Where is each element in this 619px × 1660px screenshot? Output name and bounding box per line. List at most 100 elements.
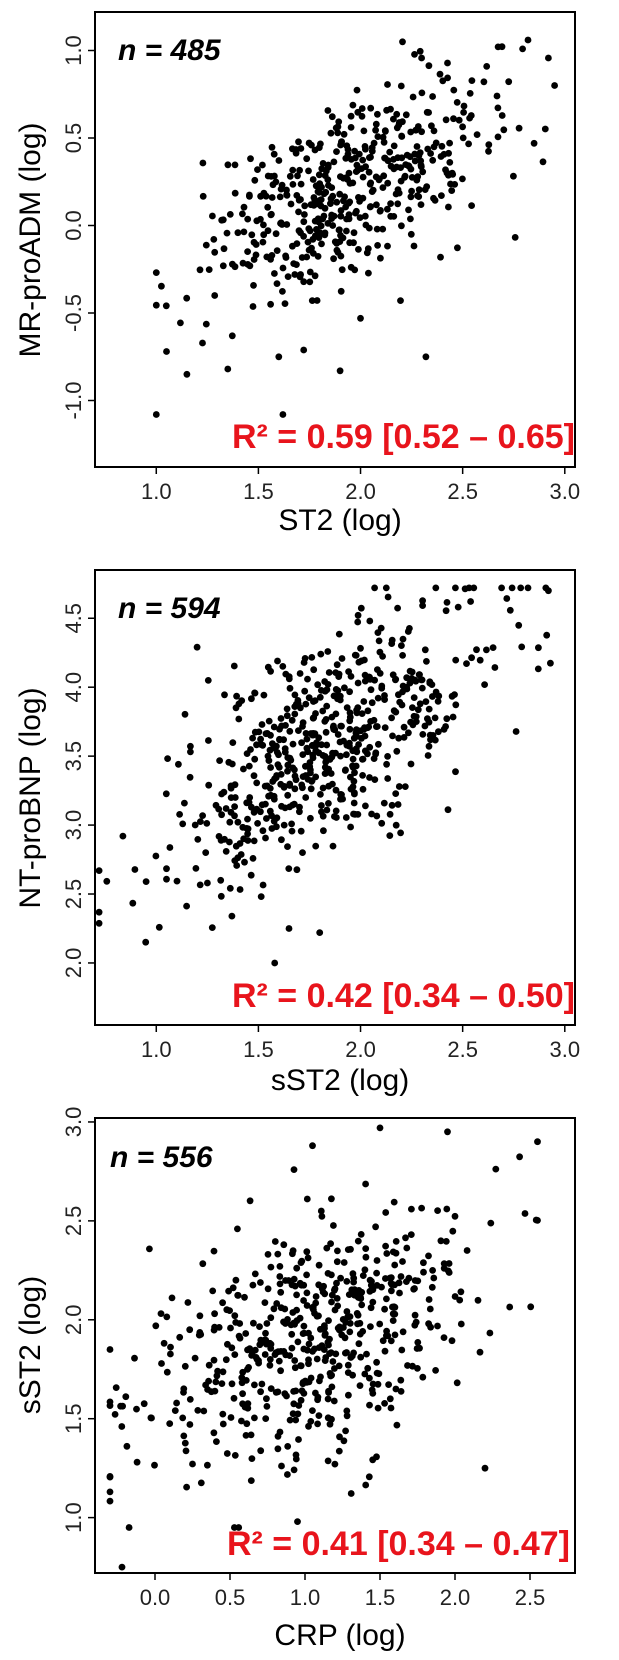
data-point bbox=[412, 126, 420, 134]
data-point bbox=[330, 1222, 337, 1229]
data-point bbox=[276, 1273, 284, 1280]
data-point bbox=[432, 1367, 439, 1374]
data-point bbox=[301, 687, 309, 695]
data-point bbox=[420, 1268, 427, 1276]
data-point bbox=[366, 1276, 374, 1284]
data-point bbox=[163, 1368, 171, 1376]
data-point bbox=[403, 151, 411, 159]
data-point bbox=[369, 1390, 377, 1397]
data-point bbox=[354, 618, 362, 626]
data-point bbox=[518, 643, 526, 651]
data-point bbox=[296, 1279, 304, 1287]
data-point bbox=[247, 1477, 255, 1484]
data-point bbox=[325, 669, 333, 676]
data-point bbox=[444, 59, 451, 67]
data-point bbox=[313, 1312, 321, 1320]
data-point bbox=[186, 1396, 194, 1403]
data-point bbox=[308, 654, 316, 661]
data-point bbox=[336, 367, 344, 375]
data-point bbox=[231, 263, 239, 271]
data-point bbox=[517, 584, 525, 592]
data-point bbox=[387, 1404, 395, 1412]
data-point bbox=[331, 1286, 338, 1294]
data-point bbox=[295, 208, 302, 216]
data-point bbox=[361, 212, 369, 220]
data-point bbox=[180, 1389, 187, 1396]
data-point bbox=[252, 251, 260, 259]
data-point bbox=[250, 282, 257, 289]
data-point bbox=[503, 595, 511, 602]
data-point bbox=[302, 730, 310, 737]
data-point bbox=[367, 104, 375, 112]
data-point bbox=[194, 836, 202, 843]
data-point bbox=[298, 739, 305, 747]
data-point bbox=[181, 710, 189, 718]
data-point bbox=[303, 253, 311, 261]
data-point bbox=[415, 186, 423, 194]
data-point bbox=[383, 1295, 390, 1303]
data-point bbox=[293, 261, 300, 268]
data-point bbox=[303, 1289, 311, 1297]
data-point bbox=[282, 1320, 289, 1327]
data-point bbox=[183, 902, 191, 910]
data-point bbox=[340, 1259, 348, 1266]
data-point bbox=[297, 180, 305, 188]
data-point bbox=[331, 1306, 339, 1314]
data-point bbox=[299, 849, 306, 856]
data-point bbox=[226, 884, 234, 892]
data-point bbox=[541, 125, 549, 133]
data-point bbox=[187, 742, 194, 750]
data-point bbox=[332, 710, 340, 718]
data-point bbox=[272, 230, 280, 238]
data-point bbox=[370, 755, 378, 762]
data-point bbox=[191, 821, 199, 829]
data-point bbox=[271, 775, 278, 783]
data-point bbox=[284, 791, 292, 799]
data-point bbox=[346, 1328, 354, 1336]
data-point bbox=[349, 101, 357, 109]
data-point bbox=[291, 1282, 299, 1290]
data-point bbox=[266, 1356, 274, 1363]
x-tick-label: 1.5 bbox=[243, 1037, 274, 1062]
y-tick-label: 2.5 bbox=[61, 879, 86, 910]
data-point bbox=[427, 1323, 434, 1331]
data-point bbox=[421, 722, 429, 730]
data-point bbox=[342, 814, 350, 821]
data-point bbox=[391, 1331, 399, 1339]
data-point bbox=[275, 353, 283, 361]
data-point bbox=[368, 810, 375, 818]
data-point bbox=[264, 1285, 272, 1293]
data-point bbox=[524, 584, 532, 592]
data-point bbox=[429, 93, 436, 100]
data-point bbox=[294, 172, 301, 180]
scatter-points bbox=[106, 1124, 541, 1571]
data-point bbox=[337, 722, 345, 730]
data-point bbox=[485, 141, 493, 149]
data-point bbox=[388, 1287, 395, 1295]
data-point bbox=[348, 1286, 356, 1294]
data-point bbox=[354, 611, 362, 619]
data-point bbox=[355, 194, 362, 201]
data-point bbox=[378, 682, 386, 690]
data-point bbox=[230, 1394, 238, 1402]
data-point bbox=[179, 820, 187, 828]
data-point bbox=[413, 176, 421, 184]
data-point bbox=[423, 183, 431, 191]
data-point bbox=[335, 673, 343, 680]
data-point bbox=[343, 741, 351, 749]
data-point bbox=[508, 584, 516, 592]
data-point bbox=[271, 172, 278, 180]
data-point bbox=[119, 832, 127, 840]
data-point bbox=[297, 1396, 305, 1404]
data-point bbox=[301, 655, 309, 662]
data-point bbox=[367, 1323, 374, 1330]
data-point bbox=[176, 1333, 184, 1341]
data-point bbox=[300, 1390, 308, 1397]
data-point bbox=[288, 1330, 296, 1338]
data-point bbox=[299, 1330, 307, 1337]
data-point bbox=[319, 215, 327, 223]
data-point bbox=[442, 166, 449, 174]
y-tick-label: 3.0 bbox=[61, 810, 86, 841]
data-point bbox=[217, 892, 225, 900]
data-point bbox=[344, 1361, 352, 1369]
